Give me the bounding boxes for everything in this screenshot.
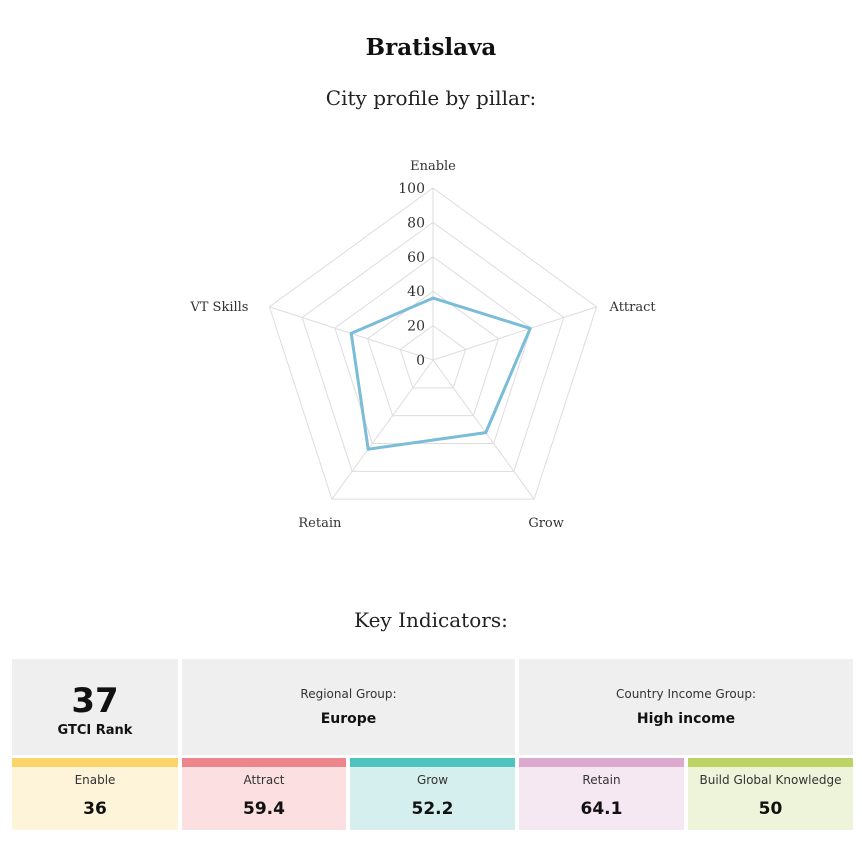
tick-label: 20 <box>407 319 425 335</box>
gtci-rank-value: 37 <box>71 681 119 721</box>
radar-chart: 0 20 40 60 80 100 Enable Attract Grow Retain VT Sk… <box>189 159 657 531</box>
pillar-label: Build Global Knowledge <box>699 773 842 787</box>
pillar-value: 52.2 <box>411 799 454 819</box>
gtci-rank-cell: 37 GTCI Rank <box>12 659 178 755</box>
pillar-cell: Retain 64.1 <box>519 767 684 830</box>
grid-spoke <box>432 359 535 500</box>
regional-group-cell: Regional Group: Europe <box>182 659 515 755</box>
pillar-cell: Build Global Knowledge 50 <box>688 767 853 830</box>
grid-ring <box>268 187 598 500</box>
tick-label: 100 <box>398 181 425 197</box>
axis-label: VT Skills <box>189 300 248 315</box>
income-group-cell: Country Income Group: High income <box>519 659 853 755</box>
tick-label: 40 <box>407 284 425 300</box>
regional-group-value: Europe <box>320 711 377 727</box>
tick-label: 60 <box>407 250 425 266</box>
page-title: Bratislava <box>365 34 497 61</box>
series-line <box>349 296 532 451</box>
axis-label: Grow <box>528 516 564 531</box>
pillar-color-bar <box>519 758 684 767</box>
tick-label: 80 <box>407 215 425 231</box>
pillar-color-bar <box>182 758 346 767</box>
axis-label: Attract <box>609 300 657 315</box>
key-indicators-heading: Key Indicators: <box>354 608 508 632</box>
pillar-label: Enable <box>74 773 116 787</box>
pillar-label: Attract <box>243 773 285 787</box>
data-point <box>431 296 435 300</box>
regional-group-label: Regional Group: <box>300 687 397 701</box>
gtci-rank-label: GTCI Rank <box>57 723 133 738</box>
pillar-cell: Enable 36 <box>12 767 178 830</box>
pillar-label: Grow <box>416 773 449 787</box>
grid-spoke <box>432 306 597 361</box>
pillar-label: Retain <box>582 773 621 787</box>
grid-ring <box>301 221 565 472</box>
grid-ring <box>334 256 532 444</box>
pillar-value: 36 <box>83 799 107 819</box>
chart-subtitle: City profile by pillar: <box>325 86 537 110</box>
pillar-value: 59.4 <box>243 799 285 819</box>
data-point <box>484 431 488 435</box>
axis-label: Enable <box>410 159 456 174</box>
pillar-value: 50 <box>758 799 783 819</box>
data-point <box>366 447 370 451</box>
income-group-value: High income <box>636 711 736 727</box>
grid-ring <box>366 290 500 417</box>
pillar-color-bar <box>688 758 853 767</box>
pillar-cell: Attract 59.4 <box>182 767 346 830</box>
axis-label: Retain <box>298 516 342 531</box>
grid-spoke <box>331 359 434 500</box>
pillar-cell: Grow 52.2 <box>350 767 515 830</box>
data-point <box>349 331 353 335</box>
tick-label: 0 <box>416 353 425 369</box>
data-point <box>528 326 532 330</box>
pillar-color-bar <box>350 758 515 767</box>
pillar-value: 64.1 <box>580 799 623 819</box>
income-group-label: Country Income Group: <box>615 687 757 701</box>
pillar-color-bar <box>12 758 178 767</box>
grid-ring <box>399 324 467 389</box>
